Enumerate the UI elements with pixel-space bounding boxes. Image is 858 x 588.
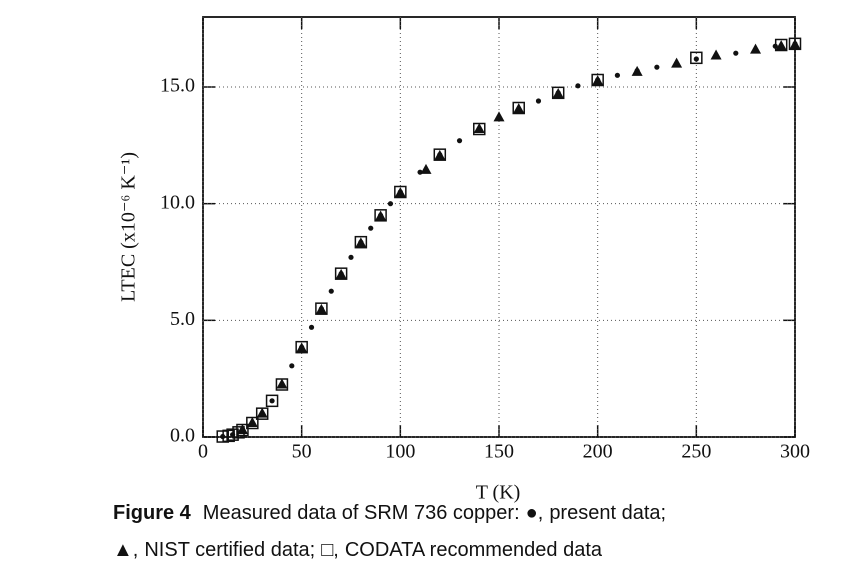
data-point bbox=[334, 267, 348, 280]
y-tick-label: 0.0 bbox=[170, 425, 195, 447]
caption-line: Figure 4 Measured data of SRM 736 copper:… bbox=[113, 502, 666, 524]
data-point bbox=[575, 83, 581, 89]
data-point bbox=[456, 138, 463, 144]
data-point bbox=[276, 378, 288, 389]
data-point bbox=[473, 123, 485, 133]
data-point bbox=[374, 209, 387, 222]
data-point bbox=[308, 324, 315, 330]
x-tick-label: 200 bbox=[583, 441, 613, 463]
caption-text: Measured data of SRM 736 copper: bbox=[203, 502, 520, 524]
data-point bbox=[693, 56, 699, 62]
x-tick-label: 100 bbox=[385, 441, 415, 463]
data-point bbox=[614, 72, 621, 78]
data-point bbox=[296, 342, 308, 353]
data-point bbox=[690, 51, 703, 65]
data-point bbox=[375, 210, 387, 221]
data-point bbox=[328, 288, 334, 294]
data-point bbox=[552, 88, 564, 98]
data-point bbox=[315, 302, 328, 315]
data-point bbox=[631, 65, 643, 76]
x-axis-label: T (K) bbox=[476, 482, 521, 504]
data-point bbox=[348, 254, 354, 260]
data-point bbox=[289, 363, 295, 369]
data-point bbox=[535, 98, 542, 104]
caption-text: present data bbox=[549, 502, 661, 524]
data-point bbox=[788, 37, 802, 51]
caption-text: CODATA recommended data bbox=[345, 539, 603, 561]
x-tick-label: 150 bbox=[484, 441, 514, 463]
data-point bbox=[473, 122, 486, 136]
data-point bbox=[394, 185, 407, 199]
data-point bbox=[592, 75, 604, 86]
caption-text: NIST certified data bbox=[144, 539, 310, 561]
data-point bbox=[394, 187, 406, 198]
data-point bbox=[222, 429, 235, 443]
data-point bbox=[733, 50, 739, 56]
data-point bbox=[246, 416, 259, 430]
data-point bbox=[275, 378, 289, 391]
caption-text: ▲ bbox=[113, 539, 133, 561]
data-point bbox=[775, 40, 787, 51]
data-point bbox=[265, 394, 279, 408]
data-point bbox=[236, 424, 248, 434]
data-point bbox=[269, 398, 275, 404]
data-point bbox=[236, 423, 249, 437]
data-point bbox=[255, 407, 269, 420]
data-point bbox=[256, 407, 268, 418]
y-axis-label: LTEC (x10⁻⁶ K⁻¹) bbox=[118, 152, 140, 302]
data-point bbox=[354, 235, 368, 249]
data-point bbox=[433, 148, 447, 161]
data-point bbox=[420, 163, 432, 174]
data-point bbox=[551, 86, 565, 100]
data-point bbox=[493, 111, 505, 122]
data-point bbox=[368, 225, 374, 231]
data-point bbox=[434, 149, 446, 160]
data-point bbox=[512, 101, 525, 115]
data-point bbox=[295, 340, 308, 354]
caption-text: ● bbox=[526, 502, 538, 524]
caption-text: , bbox=[333, 539, 339, 561]
x-tick-label: 0 bbox=[198, 441, 208, 463]
data-point bbox=[246, 417, 258, 427]
data-point bbox=[671, 57, 683, 68]
data-point bbox=[789, 39, 801, 49]
caption-text: □ bbox=[321, 539, 333, 561]
data-point bbox=[654, 64, 660, 70]
data-point bbox=[774, 38, 788, 52]
x-tick-label: 50 bbox=[292, 441, 312, 463]
caption-text: ; bbox=[661, 502, 667, 524]
caption-text: Figure 4 bbox=[113, 502, 192, 524]
data-point bbox=[591, 73, 604, 87]
data-point bbox=[335, 268, 347, 279]
caption-text: , bbox=[538, 502, 544, 524]
data-point bbox=[710, 49, 722, 60]
caption-line: ▲, NIST certified data; □, CODATA recommend… bbox=[113, 539, 603, 561]
data-point bbox=[513, 103, 525, 114]
data-point bbox=[315, 303, 327, 314]
data-point bbox=[750, 43, 762, 54]
x-tick-label: 250 bbox=[681, 441, 711, 463]
data-point bbox=[355, 237, 367, 248]
y-tick-label: 10.0 bbox=[160, 191, 195, 213]
caption-text: ; bbox=[310, 539, 316, 561]
data-point bbox=[387, 201, 394, 207]
y-tick-label: 15.0 bbox=[160, 75, 195, 97]
data-point bbox=[232, 426, 245, 439]
y-tick-label: 5.0 bbox=[170, 308, 195, 330]
x-tick-label: 300 bbox=[780, 441, 810, 463]
caption-text: , bbox=[133, 539, 139, 561]
